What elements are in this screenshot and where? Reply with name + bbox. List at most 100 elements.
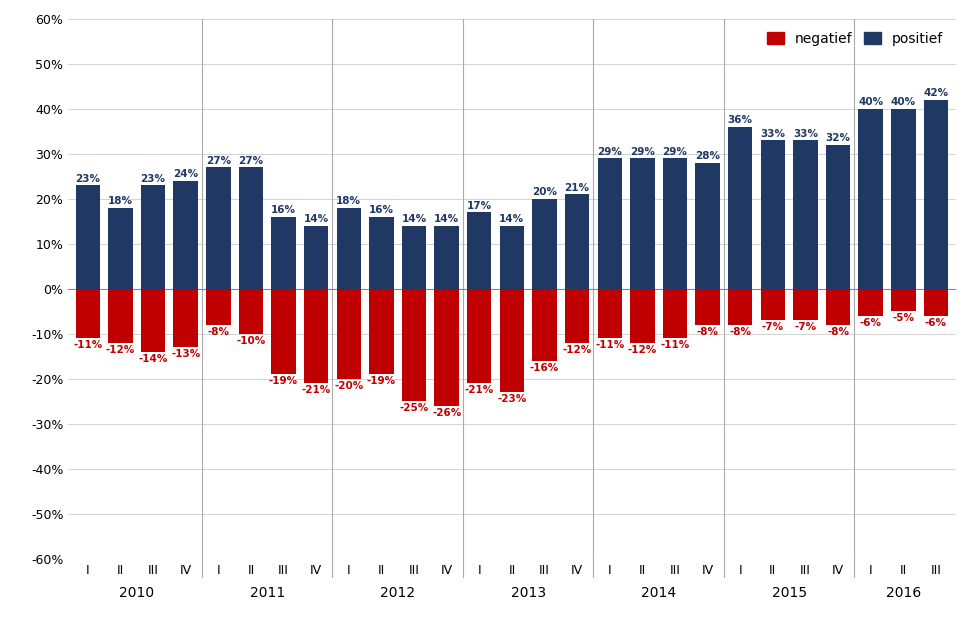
- Text: -8%: -8%: [827, 327, 849, 337]
- Text: 16%: 16%: [271, 205, 296, 215]
- Text: -19%: -19%: [269, 376, 298, 386]
- Bar: [108, 208, 133, 289]
- Bar: [858, 109, 883, 289]
- Bar: [728, 289, 753, 325]
- Bar: [271, 217, 295, 289]
- Text: -5%: -5%: [892, 313, 915, 323]
- Bar: [239, 289, 263, 334]
- Text: -11%: -11%: [660, 340, 689, 350]
- Bar: [630, 289, 654, 343]
- Bar: [695, 289, 720, 325]
- Bar: [271, 289, 295, 375]
- Text: -8%: -8%: [729, 327, 751, 337]
- Text: -12%: -12%: [628, 345, 657, 355]
- Text: 29%: 29%: [598, 147, 622, 157]
- Bar: [532, 199, 557, 289]
- Bar: [923, 100, 948, 289]
- Bar: [891, 289, 916, 311]
- Bar: [760, 140, 785, 289]
- Text: 2014: 2014: [642, 586, 677, 600]
- Bar: [923, 289, 948, 316]
- Bar: [467, 289, 491, 384]
- Bar: [370, 217, 394, 289]
- Text: -6%: -6%: [860, 318, 881, 328]
- Bar: [794, 140, 818, 289]
- Text: 24%: 24%: [174, 169, 198, 179]
- Text: 14%: 14%: [303, 214, 329, 224]
- Bar: [565, 194, 589, 289]
- Bar: [76, 289, 100, 338]
- Bar: [206, 289, 230, 325]
- Text: 36%: 36%: [727, 115, 753, 125]
- Bar: [794, 289, 818, 321]
- Text: -26%: -26%: [432, 408, 461, 418]
- Bar: [826, 289, 850, 325]
- Text: 33%: 33%: [793, 129, 818, 138]
- Text: -21%: -21%: [465, 385, 494, 395]
- Bar: [858, 289, 883, 316]
- Text: 2016: 2016: [885, 586, 921, 600]
- Bar: [630, 159, 654, 289]
- Text: 18%: 18%: [336, 196, 362, 206]
- Text: -19%: -19%: [367, 376, 396, 386]
- Text: -12%: -12%: [563, 345, 592, 355]
- Text: 40%: 40%: [858, 97, 883, 107]
- Text: -20%: -20%: [334, 381, 364, 391]
- Bar: [140, 185, 166, 289]
- Text: 14%: 14%: [499, 214, 525, 224]
- Bar: [304, 226, 329, 289]
- Text: -23%: -23%: [497, 394, 526, 404]
- Text: 23%: 23%: [75, 174, 100, 184]
- Bar: [467, 213, 491, 289]
- Text: -21%: -21%: [301, 385, 331, 395]
- Bar: [695, 163, 720, 289]
- Bar: [174, 181, 198, 289]
- Bar: [402, 289, 426, 401]
- Text: -13%: -13%: [171, 349, 200, 359]
- Text: 20%: 20%: [532, 187, 557, 197]
- Text: 33%: 33%: [760, 129, 785, 138]
- Text: 2015: 2015: [771, 586, 806, 600]
- Text: 2011: 2011: [250, 586, 285, 600]
- Text: -16%: -16%: [529, 363, 559, 373]
- Legend: negatief, positief: negatief, positief: [761, 26, 949, 51]
- Bar: [336, 208, 361, 289]
- Text: 14%: 14%: [402, 214, 427, 224]
- Bar: [663, 289, 687, 338]
- Text: 32%: 32%: [826, 133, 850, 144]
- Bar: [435, 226, 459, 289]
- Bar: [336, 289, 361, 379]
- Text: -11%: -11%: [595, 340, 624, 350]
- Text: 27%: 27%: [238, 156, 263, 166]
- Text: 27%: 27%: [206, 156, 231, 166]
- Bar: [402, 226, 426, 289]
- Text: 2010: 2010: [119, 586, 154, 600]
- Text: 42%: 42%: [923, 88, 949, 98]
- Bar: [598, 159, 622, 289]
- Bar: [174, 289, 198, 347]
- Text: 28%: 28%: [695, 151, 721, 161]
- Text: 40%: 40%: [891, 97, 916, 107]
- Bar: [760, 289, 785, 321]
- Bar: [565, 289, 589, 343]
- Text: 16%: 16%: [369, 205, 394, 215]
- Bar: [598, 289, 622, 338]
- Text: -25%: -25%: [400, 403, 429, 413]
- Text: -7%: -7%: [795, 322, 816, 332]
- Text: -12%: -12%: [106, 345, 136, 355]
- Bar: [108, 289, 133, 343]
- Text: 29%: 29%: [663, 147, 687, 157]
- Bar: [499, 226, 525, 289]
- Bar: [728, 127, 753, 289]
- Bar: [532, 289, 557, 361]
- Bar: [435, 289, 459, 406]
- Text: -6%: -6%: [925, 318, 947, 328]
- Bar: [76, 185, 100, 289]
- Bar: [891, 109, 916, 289]
- Text: 23%: 23%: [140, 174, 166, 184]
- Bar: [140, 289, 166, 352]
- Text: 14%: 14%: [434, 214, 459, 224]
- Bar: [239, 168, 263, 289]
- Bar: [206, 168, 230, 289]
- Bar: [663, 159, 687, 289]
